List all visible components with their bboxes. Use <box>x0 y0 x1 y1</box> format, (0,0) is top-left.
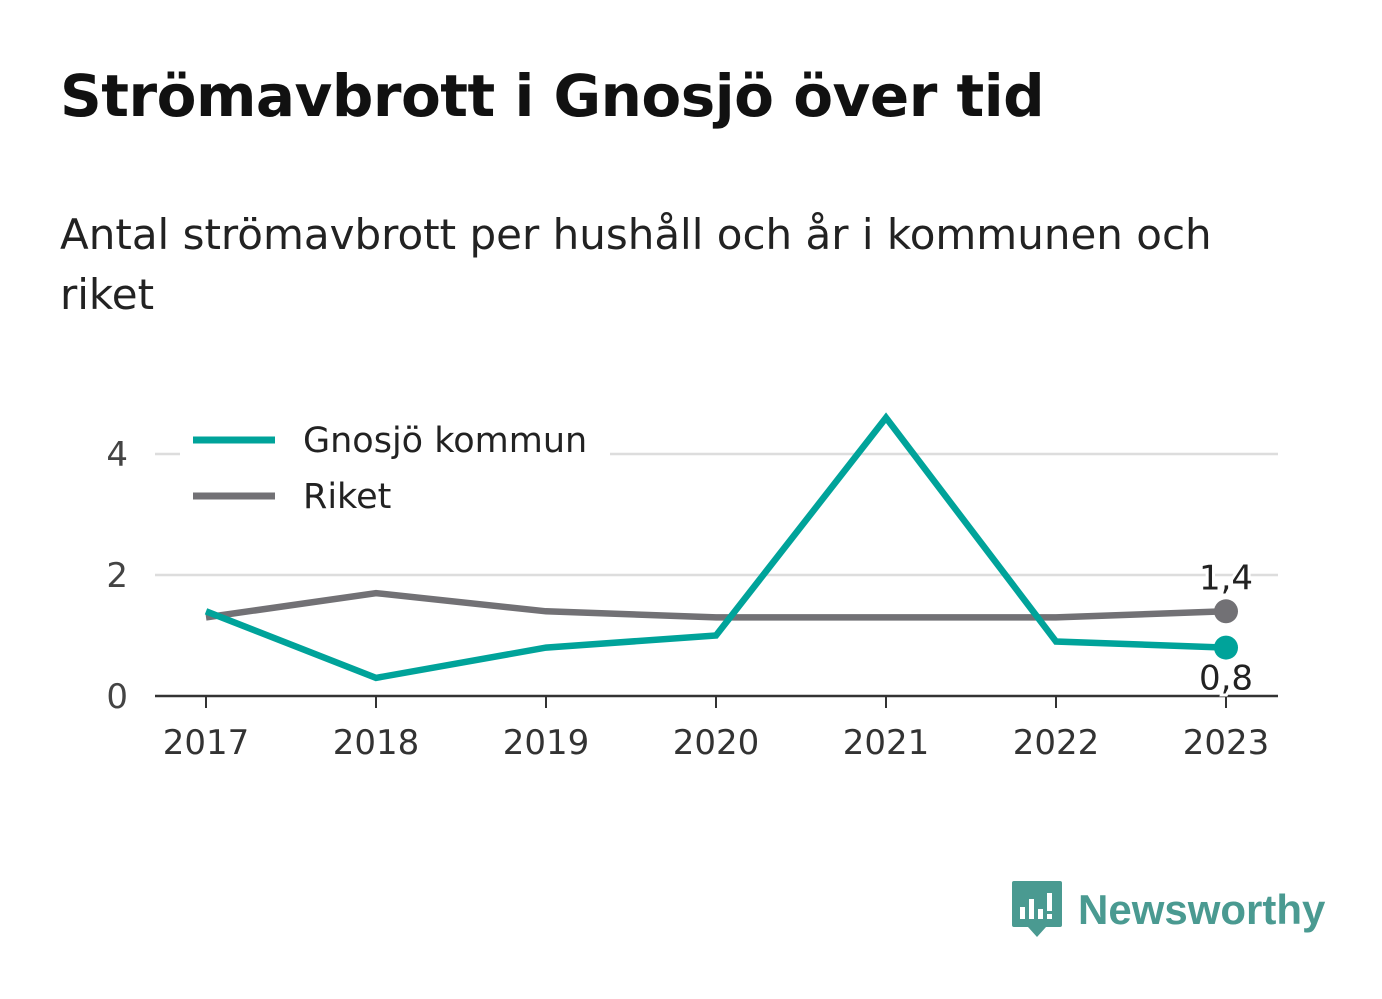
end-labels: 0,8 1,4 <box>1196 555 1256 701</box>
legend: Gnosjö kommun Riket <box>180 418 610 522</box>
x-tick-label: 2017 <box>163 723 250 763</box>
end-point <box>1214 635 1238 660</box>
series-lines <box>204 412 1238 682</box>
x-tick-label: 2021 <box>843 723 930 763</box>
y-tick-label: 0 <box>106 677 128 717</box>
y-tick-label: 4 <box>106 435 128 475</box>
x-axis: 2017 2018 2019 2020 2021 2022 2023 <box>155 694 1278 763</box>
x-tick-label: 2020 <box>673 723 760 763</box>
chart-title: Strömavbrott i Gnosjö över tid <box>60 62 1045 130</box>
x-tick-label: 2023 <box>1183 723 1270 763</box>
series-line <box>205 589 1227 621</box>
brand-name: Newsworthy <box>1078 886 1326 933</box>
y-tick-label: 2 <box>106 556 128 596</box>
chart-subtitle: Antal strömavbrott per hushåll och år i … <box>60 210 1212 319</box>
bar-chart-icon <box>1012 881 1062 937</box>
newsworthy-logo: Newsworthy <box>1010 878 1325 942</box>
y-axis: 0 2 4 <box>106 435 128 717</box>
legend-label: Gnosjö kommun <box>303 421 587 461</box>
x-tick-label: 2018 <box>333 723 420 763</box>
value-label: 1,4 <box>1199 558 1253 598</box>
series-line <box>204 412 1227 682</box>
value-label: 0,8 <box>1199 659 1253 699</box>
legend-label: Riket <box>303 477 391 517</box>
end-point <box>1214 599 1238 624</box>
x-tick-label: 2019 <box>503 723 590 763</box>
x-tick-label: 2022 <box>1013 723 1100 763</box>
legend-background <box>180 418 610 522</box>
